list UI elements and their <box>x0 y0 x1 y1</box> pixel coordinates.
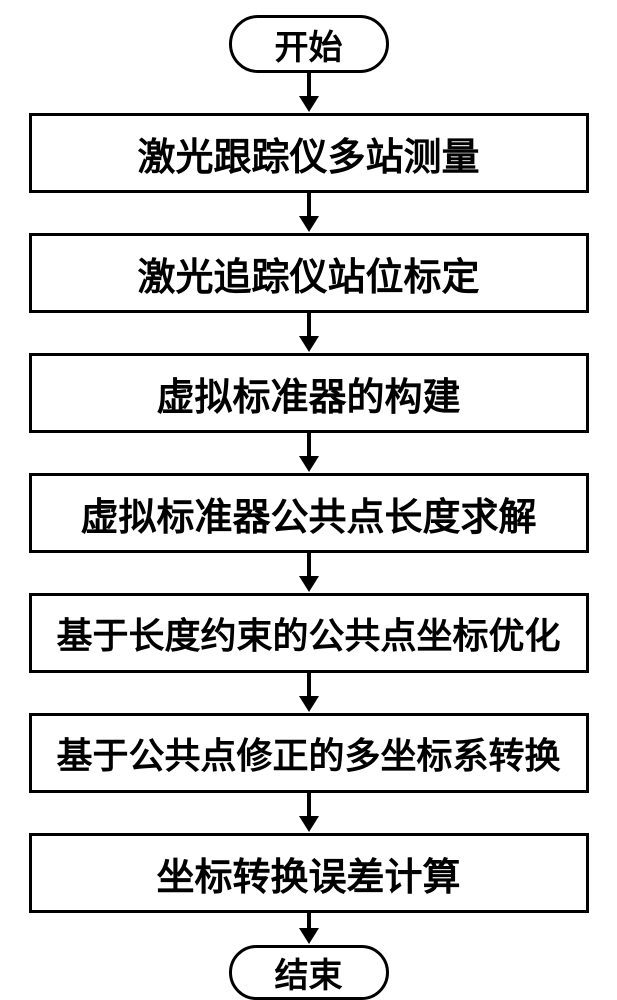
arrow-0 <box>299 73 319 112</box>
process-step3-label: 虚拟标准器的构建 <box>156 366 460 421</box>
process-step5: 基于长度约束的公共点坐标优化 <box>29 593 589 673</box>
process-step5-label: 基于长度约束的公共点坐标优化 <box>56 607 560 659</box>
flowchart-canvas: 开始 激光跟踪仪多站测量 激光追踪仪站位标定 虚拟标准器的构建 虚拟标准器公共点… <box>0 0 617 1000</box>
arrow-4 <box>299 553 319 592</box>
process-step2-label: 激光追踪仪站位标定 <box>137 246 479 301</box>
process-step3: 虚拟标准器的构建 <box>29 353 589 433</box>
process-step4: 虚拟标准器公共点长度求解 <box>29 473 589 553</box>
process-step7-label: 坐标转换误差计算 <box>156 846 460 901</box>
arrow-5 <box>299 673 319 712</box>
arrow-2 <box>299 313 319 352</box>
terminator-start-label: 开始 <box>275 20 343 69</box>
arrow-7 <box>299 913 319 944</box>
process-step1: 激光跟踪仪多站测量 <box>29 113 589 193</box>
process-step7: 坐标转换误差计算 <box>29 833 589 913</box>
terminator-end-label: 结束 <box>275 948 343 997</box>
process-step2: 激光追踪仪站位标定 <box>29 233 589 313</box>
process-step1-label: 激光跟踪仪多站测量 <box>137 126 479 181</box>
terminator-start: 开始 <box>229 15 389 73</box>
terminator-end: 结束 <box>229 945 389 1000</box>
arrow-3 <box>299 433 319 472</box>
arrow-6 <box>299 793 319 832</box>
process-step6: 基于公共点修正的多坐标系转换 <box>29 713 589 793</box>
process-step6-label: 基于公共点修正的多坐标系转换 <box>56 727 560 779</box>
arrow-1 <box>299 193 319 232</box>
process-step4-label: 虚拟标准器公共点长度求解 <box>80 486 536 541</box>
